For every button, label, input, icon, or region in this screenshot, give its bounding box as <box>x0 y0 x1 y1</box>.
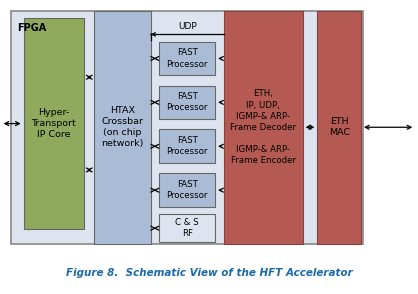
Bar <box>159 129 215 163</box>
Text: C & S
RF: C & S RF <box>175 218 199 238</box>
Bar <box>159 86 215 119</box>
Text: FAST
Processor: FAST Processor <box>166 136 208 156</box>
Bar <box>11 11 363 243</box>
Bar <box>159 214 215 242</box>
Bar <box>23 18 84 229</box>
Bar <box>159 173 215 207</box>
Text: FAST
Processor: FAST Processor <box>166 49 208 69</box>
Bar <box>224 11 303 243</box>
Text: HTAX
Crossbar
(on chip
network): HTAX Crossbar (on chip network) <box>102 106 144 148</box>
Text: Figure 8.  Schematic View of the HFT Accelerator: Figure 8. Schematic View of the HFT Acce… <box>66 268 352 278</box>
Text: Hyper-
Transport
IP Core: Hyper- Transport IP Core <box>31 108 76 139</box>
Text: ETH,
IP, UDP,
IGMP-& ARP-
Frame Decoder

IGMP-& ARP-
Frame Encoder: ETH, IP, UDP, IGMP-& ARP- Frame Decoder … <box>230 89 296 165</box>
Text: FAST
Processor: FAST Processor <box>166 92 208 112</box>
Text: FPGA: FPGA <box>18 23 47 33</box>
Text: UDP: UDP <box>178 22 196 31</box>
Text: ETH
MAC: ETH MAC <box>329 117 350 137</box>
Text: FAST
Processor: FAST Processor <box>166 180 208 200</box>
Bar <box>159 42 215 75</box>
Bar <box>317 11 361 243</box>
Bar <box>94 11 150 243</box>
